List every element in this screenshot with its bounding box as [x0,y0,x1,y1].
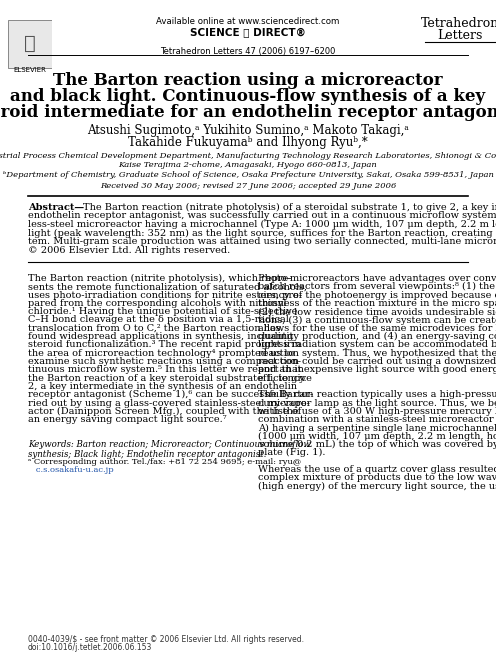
Text: c.s.osakafu-u.ac.jp: c.s.osakafu-u.ac.jp [28,466,114,474]
Text: efficiency.: efficiency. [258,373,308,383]
Text: The Barton reaction (nitrite photolysis), which repre-: The Barton reaction (nitrite photolysis)… [28,274,292,283]
Text: sents the remote functionalization of saturated alcohols,: sents the remote functionalization of sa… [28,282,307,292]
Text: steroid intermediate for an endothelin receptor antagonist: steroid intermediate for an endothelin r… [0,104,496,121]
Text: allows for the use of the same microdevices for large: allows for the use of the same microdevi… [258,324,496,332]
Text: steroid functionalization.³ The recent rapid progress in: steroid functionalization.³ The recent r… [28,340,301,350]
Text: Keywords: Barton reaction; Microreactor; Continuous microflow
synthesis; Black l: Keywords: Barton reaction; Microreactor;… [28,440,311,459]
Text: chloride.¹ Having the unique potential of site-selective: chloride.¹ Having the unique potential o… [28,307,298,316]
Text: Received 30 May 2006; revised 27 June 2006; accepted 29 June 2006: Received 30 May 2006; revised 27 June 20… [100,182,396,190]
Text: ᵃ Corresponding author. Tel./fax: +81 72 254 9695; e-mail: ryu@: ᵃ Corresponding author. Tel./fax: +81 72… [28,458,301,466]
Text: pared from the corresponding alcohols with nitrosyl: pared from the corresponding alcohols wi… [28,299,287,308]
Text: plate (Fig. 1).: plate (Fig. 1). [258,448,325,457]
Text: tem. Multi-gram scale production was attained using two serially connected, mult: tem. Multi-gram scale production was att… [28,237,496,246]
Text: quantity production, and (4) an energy-saving compact: quantity production, and (4) an energy-s… [258,332,496,341]
Text: The Barton reaction using a microreactor: The Barton reaction using a microreactor [53,72,443,89]
Text: cury-vapor lamp as the light source. Thus, we began: cury-vapor lamp as the light source. Thu… [258,399,496,407]
Text: uses photo-irradiation conditions for nitrite esters, pre-: uses photo-irradiation conditions for ni… [28,291,302,299]
Text: doi:10.1016/j.tetlet.2006.06.153: doi:10.1016/j.tetlet.2006.06.153 [28,643,152,652]
Text: with the use of a 300 W high-pressure mercury lamp in: with the use of a 300 W high-pressure me… [258,407,496,416]
Text: reaction system. Thus, we hypothesized that the Barton: reaction system. Thus, we hypothesized t… [258,349,496,358]
Text: Atsushi Sugimoto,ᵃ Yukihito Sumino,ᵃ Makoto Takagi,ᵃ: Atsushi Sugimoto,ᵃ Yukihito Sumino,ᵃ Mak… [87,124,409,137]
Text: examine such synthetic reactions using a compact con-: examine such synthetic reactions using a… [28,357,301,366]
Text: Whereas the use of a quartz cover glass resulted in a: Whereas the use of a quartz cover glass … [258,465,496,474]
Text: and an inexpensive light source with good energy: and an inexpensive light source with goo… [258,366,496,374]
Text: (high energy) of the mercury light source, the use of soda: (high energy) of the mercury light sourc… [258,481,496,490]
Text: the area of microreaction technology⁴ prompted us to: the area of microreaction technology⁴ pr… [28,349,294,358]
Text: 2, a key intermediate in the synthesis of an endothelin: 2, a key intermediate in the synthesis o… [28,382,297,391]
Text: receptor antagonist (Scheme 1),⁶ can be successfully car-: receptor antagonist (Scheme 1),⁶ can be … [28,390,313,399]
Text: endothelin receptor antagonist, was successfully carried out in a continuous mic: endothelin receptor antagonist, was succ… [28,212,496,221]
Text: The Barton reaction (nitrate photolysis) of a steroidal substrate 1, to give 2, : The Barton reaction (nitrate photolysis)… [83,203,496,212]
Text: batch reactors from several viewpoints:⁸ (1) the effi-: batch reactors from several viewpoints:⁸… [258,282,496,292]
Text: and black light. Continuous-flow synthesis of a key: and black light. Continuous-flow synthes… [10,88,486,105]
Text: found widespread applications in synthesis, including: found widespread applications in synthes… [28,332,293,341]
Text: actor (Dainippon Screen Mfg.), coupled with the use of: actor (Dainippon Screen Mfg.), coupled w… [28,407,301,416]
Text: ciency of the photoenergy is improved because of the: ciency of the photoenergy is improved be… [258,291,496,299]
Text: reaction could be carried out using a downsized reactor: reaction could be carried out using a do… [258,357,496,366]
Text: light (peak wavelength: 352 nm) as the light source, suffices for the Barton rea: light (peak wavelength: 352 nm) as the l… [28,229,496,237]
Text: Abstract—: Abstract— [28,203,84,212]
Text: Kaise Terajima 2-chome, Amagasaki, Hyogo 660-0813, Japan: Kaise Terajima 2-chome, Amagasaki, Hyogo… [119,161,377,169]
Text: (1000 μm width, 107 μm depth, 2.2 m length, hold-up: (1000 μm width, 107 μm depth, 2.2 m leng… [258,432,496,441]
Text: tinuous microflow system.⁵ In this letter we report that: tinuous microflow system.⁵ In this lette… [28,366,302,374]
Text: © 2006 Elsevier Ltd. All rights reserved.: © 2006 Elsevier Ltd. All rights reserved… [28,245,230,254]
Text: Tetrahedron Letters 47 (2006) 6197–6200: Tetrahedron Letters 47 (2006) 6197–6200 [160,47,336,56]
Text: light irradiation system can be accommodated by the: light irradiation system can be accommod… [258,340,496,350]
Text: less-steel microreactor having a microchannel (Type A: 1000 μm width, 107 μm dep: less-steel microreactor having a microch… [28,220,496,229]
Text: 🌳: 🌳 [24,34,36,53]
Text: (2) the low residence time avoids undesirable side reac-: (2) the low residence time avoids undesi… [258,307,496,316]
Text: ried out by using a glass-covered stainless-steel microre-: ried out by using a glass-covered stainl… [28,399,310,407]
Text: SCIENCE ⓐ DIRECT®: SCIENCE ⓐ DIRECT® [190,27,306,37]
FancyBboxPatch shape [8,20,52,67]
Text: Tetrahedron: Tetrahedron [421,17,496,30]
Text: Photo-microreactors have advantages over conventional: Photo-microreactors have advantages over… [258,274,496,283]
Text: the Barton reaction of a key steroidal substrate 1, to give: the Barton reaction of a key steroidal s… [28,373,312,383]
Text: ᵇDepartment of Chemistry, Graduate School of Science, Osaka Prefecture Universit: ᵇDepartment of Chemistry, Graduate Schoo… [2,171,494,179]
Text: C–H bond cleavage at the δ position via a 1,5-radical: C–H bond cleavage at the δ position via … [28,315,289,325]
Text: A) having a serpentine single lane microchannel: A) having a serpentine single lane micro… [258,424,496,432]
Text: Letters: Letters [437,29,483,42]
Text: Available online at www.sciencedirect.com: Available online at www.sciencedirect.co… [156,17,340,26]
Text: Takahide Fukuyamaᵇ and Ilhyong Ryuᵇ,*: Takahide Fukuyamaᵇ and Ilhyong Ryuᵇ,* [128,136,368,149]
Text: volume 0.2 mL) the top of which was covered by a glass: volume 0.2 mL) the top of which was cove… [258,440,496,449]
Text: complex mixture of products due to the low wavelength: complex mixture of products due to the l… [258,473,496,483]
Text: combination with a stainless-steel microreactor (Type: combination with a stainless-steel micro… [258,415,496,424]
Text: 0040-4039/$ - see front matter © 2006 Elsevier Ltd. All rights reserved.: 0040-4039/$ - see front matter © 2006 El… [28,635,304,644]
Text: The Barton reaction typically uses a high-pressure mer-: The Barton reaction typically uses a hig… [258,390,496,399]
Text: tions, (3) a continuous-flow system can be created which: tions, (3) a continuous-flow system can … [258,315,496,325]
Text: an energy saving compact light source.⁷: an energy saving compact light source.⁷ [28,415,227,424]
Text: ᵃIndustrial Process Chemical Development Department, Manufacturing Technology Re: ᵃIndustrial Process Chemical Development… [0,152,496,160]
Text: ELSEVIER: ELSEVIER [13,67,47,73]
Text: thinness of the reaction mixture in the micro space,: thinness of the reaction mixture in the … [258,299,496,308]
Text: translocation from O to C,² the Barton reaction has: translocation from O to C,² the Barton r… [28,324,281,332]
